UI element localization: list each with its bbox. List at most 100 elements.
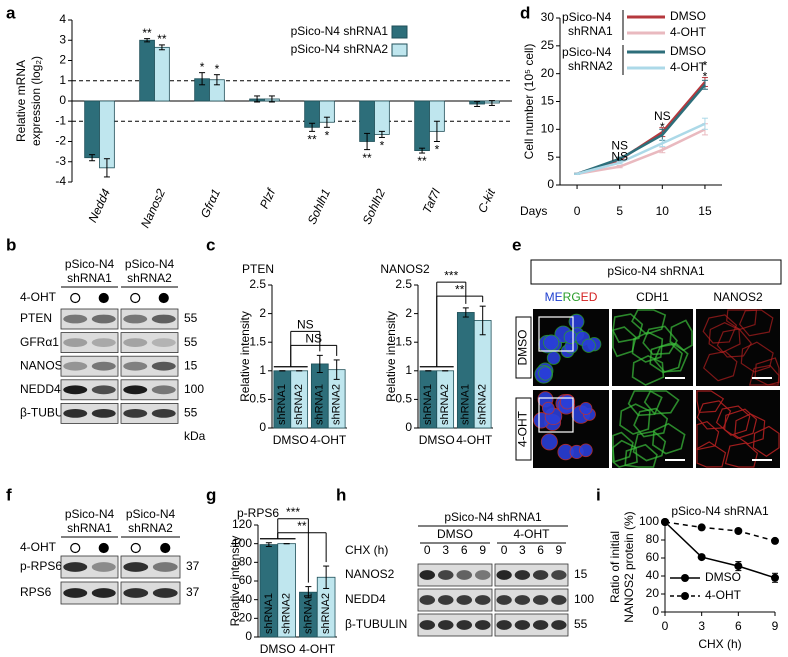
blot-band: [63, 409, 88, 418]
blot-frame: [60, 379, 119, 401]
legend-group-label: shRNA1: [568, 24, 613, 38]
bar: [84, 100, 100, 159]
panel-label: d: [520, 3, 530, 22]
panel-label: h: [336, 485, 346, 504]
cell-outline: [696, 400, 732, 430]
kda-label: 55: [574, 617, 588, 631]
blot-band: [456, 570, 473, 580]
y-tick-label: 2: [405, 306, 412, 320]
y-tick-label: 80: [646, 532, 660, 546]
blot-frame: [120, 581, 181, 605]
cell-outline: [724, 408, 758, 440]
comparison-label: NS: [297, 318, 314, 332]
significance: **: [157, 32, 167, 46]
column-header: CDH1: [636, 290, 669, 304]
kda-label: 15: [574, 567, 588, 581]
y-tick-label: 2.5: [395, 277, 412, 291]
cell-outline: [642, 325, 679, 356]
time-tick-label: 6: [537, 543, 544, 557]
header-letter: R: [563, 290, 572, 304]
condition-marker: [98, 542, 109, 554]
series-line: [576, 122, 706, 176]
kda-label: 55: [184, 335, 198, 349]
kda-label: 100: [184, 382, 204, 396]
blot-band: [456, 620, 473, 630]
blot-header: pSico-N4: [65, 507, 115, 521]
y-tick-label: 30: [541, 10, 555, 24]
blot-band: [532, 595, 549, 605]
blot-band: [151, 409, 176, 418]
y-tick-label: -2: [55, 134, 66, 148]
y-tick-label: 120: [232, 517, 252, 531]
x-tick-label: 5: [616, 204, 623, 218]
y-tick-label: 0: [245, 629, 252, 643]
kda-label: 55: [184, 406, 198, 420]
blot-band: [63, 338, 88, 347]
cell-outline: [612, 439, 638, 468]
condition-marker: [70, 542, 81, 554]
cell-outline: [631, 354, 665, 386]
y-tick-label: 20: [646, 586, 660, 600]
nucleus: [563, 330, 578, 345]
nucleus: [540, 433, 558, 451]
y-tick-label: 0: [652, 604, 659, 618]
y-axis-label: NANOS2 protein (%): [622, 511, 636, 622]
blot-band: [456, 595, 473, 605]
x-tick-label: C-kit: [475, 186, 498, 215]
blot-frame: [60, 332, 119, 354]
blot-band: [437, 570, 454, 580]
time-tick-label: 0: [501, 543, 508, 557]
blot-band: [123, 361, 148, 371]
cell-outline: [633, 407, 669, 438]
blot-label: PTEN: [20, 311, 52, 325]
annotation: NS: [611, 138, 628, 152]
nucleus: [546, 351, 561, 365]
column-header: MERGED: [545, 290, 598, 304]
legend-swatch: [391, 43, 408, 57]
x-tick-label: Taf7l: [420, 186, 444, 215]
cell-outline: [726, 309, 758, 331]
time-label: CHX (h): [345, 543, 388, 557]
blot-band: [91, 562, 116, 572]
y-tick-label: 60: [239, 573, 253, 587]
column-header: NANOS2: [713, 290, 763, 304]
blot-band: [91, 314, 116, 324]
cell-outline: [669, 319, 693, 352]
blot-band: [151, 385, 176, 395]
blot-band: [532, 570, 549, 580]
blot-band: [91, 588, 116, 598]
blot-band: [496, 620, 512, 630]
y-axis-label: Relative intensity: [228, 536, 242, 627]
series-line: [576, 128, 706, 176]
x-tick-label: Gfrα1: [198, 187, 223, 220]
y-tick-label: 0.5: [395, 392, 412, 406]
y-tick-label: 5: [547, 149, 554, 163]
marker: [661, 518, 669, 526]
header-letter: G: [571, 290, 580, 304]
x-tick-label: 0: [574, 204, 581, 218]
blot-frame: [120, 332, 179, 354]
chart-title: PTEN: [242, 262, 274, 276]
legend-label: pSico-N4 shRNA2: [291, 42, 389, 56]
blot-band: [151, 314, 176, 324]
y-tick-label: 100: [639, 514, 659, 528]
blot-label: RPS6: [20, 585, 52, 599]
title-box: [530, 259, 782, 285]
nucleus: [579, 443, 593, 458]
legend-marker: [681, 574, 689, 582]
micrograph-title: pSico-N4 shRNA1: [607, 264, 705, 278]
blot-header: pSico-N4: [126, 507, 176, 521]
marker: [771, 573, 779, 582]
cell-outline: [652, 422, 686, 455]
significance: *: [215, 62, 220, 76]
header-letter: D: [589, 290, 598, 304]
blot-frame: [120, 402, 179, 424]
nucleus: [541, 401, 555, 415]
y-tick-label: 0.5: [249, 392, 266, 406]
blot-label: NANOS2: [20, 358, 70, 372]
panel-label: c: [206, 235, 215, 254]
blot-header: pSico-N4: [65, 257, 115, 271]
y-tick-label: 1.5: [249, 334, 266, 348]
panel-label: e: [512, 235, 521, 254]
y-tick-label: -4: [55, 174, 66, 188]
